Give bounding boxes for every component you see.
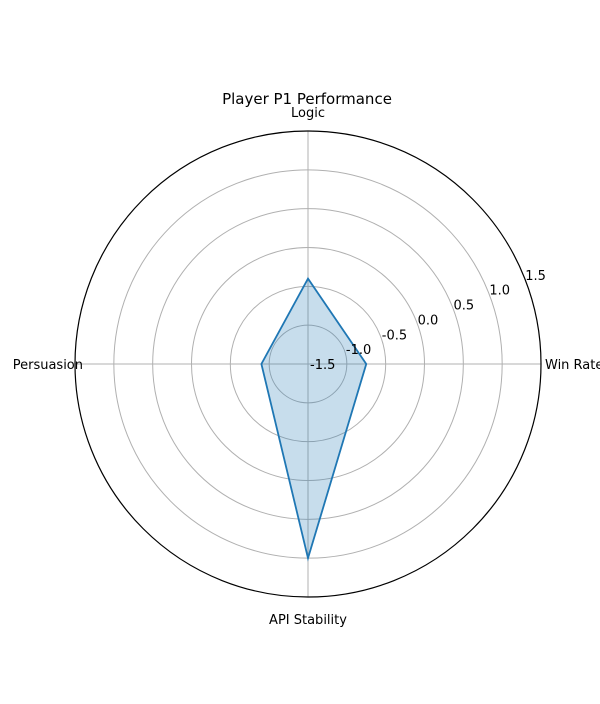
radial-tick-label: -1.5: [310, 358, 335, 373]
axis-label: Win Rate: [545, 358, 600, 373]
data-point: [365, 363, 367, 365]
axis-label: API Stability: [269, 613, 347, 628]
radial-tick-label: 0.5: [454, 299, 475, 314]
data-point: [307, 277, 309, 280]
data-point: [260, 363, 262, 365]
axis-label: Logic: [291, 106, 325, 121]
polar-frame: [74, 130, 542, 598]
grid-layer: [74, 130, 542, 598]
label-layer: -1.5 -1.0 -0.5 0.0 0.5 1.0 1.5 Win Rate Logic Per…: [13, 106, 600, 628]
radial-tick-label: -1.0: [346, 343, 371, 358]
data-point: [307, 557, 309, 559]
chart-title: Player P1 Performance: [222, 90, 392, 108]
radial-tick-label: -0.5: [382, 328, 407, 343]
radial-tick-label: 1.5: [525, 269, 546, 284]
series-layer: [260, 276, 368, 562]
radial-tick-label: 0.0: [418, 313, 439, 328]
series-fill: [261, 278, 367, 559]
radial-tick-label: 1.0: [489, 284, 510, 299]
axis-label: Persuasion: [13, 358, 83, 373]
